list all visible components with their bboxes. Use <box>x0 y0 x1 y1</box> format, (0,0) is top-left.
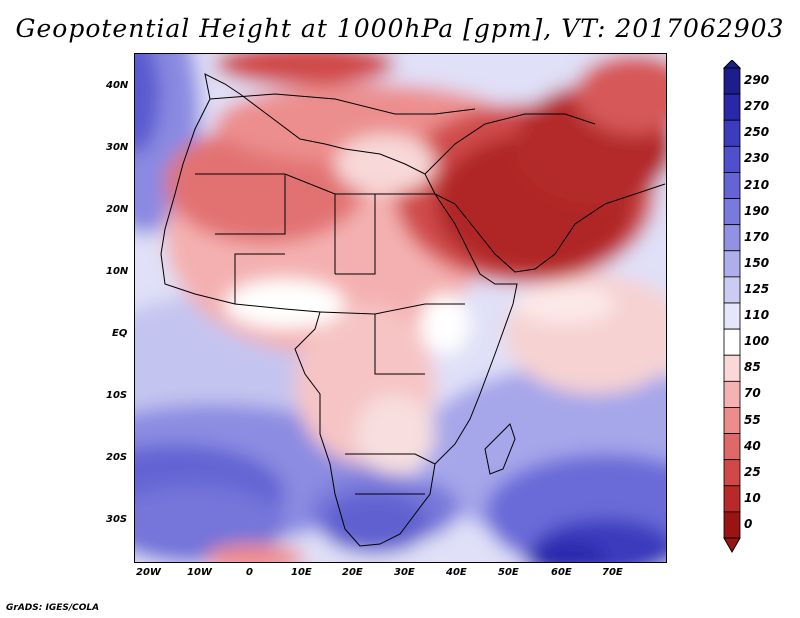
colorbar-swatch <box>723 433 741 461</box>
lat-label: EQ <box>112 328 128 339</box>
colorbar-swatch <box>723 328 741 356</box>
colorbar-swatch <box>723 485 741 513</box>
lon-label: 60E <box>551 567 572 578</box>
lon-label: 20W <box>136 567 161 578</box>
height-field <box>135 54 666 562</box>
lon-label: 30E <box>394 567 415 578</box>
colorbar-swatch <box>723 172 741 199</box>
lat-label: 10N <box>106 266 129 277</box>
colorbar-swatch <box>723 302 741 330</box>
lat-label: 10S <box>106 390 128 401</box>
colorbar-label: 0 <box>744 516 753 531</box>
colorbar-label: 110 <box>744 308 770 323</box>
map-title: Geopotential Height at 1000hPa [gpm], VT… <box>15 14 785 43</box>
lat-label: 20S <box>106 452 128 463</box>
lon-label: 50E <box>498 567 519 578</box>
colorbar-swatch <box>723 145 741 173</box>
colorbar-label: 25 <box>744 464 761 479</box>
coastlines <box>160 73 666 547</box>
colorbar-label: 70 <box>744 386 761 401</box>
colorbar-swatch <box>723 511 741 539</box>
colorbar-graphic <box>722 60 742 554</box>
colorbar-swatch <box>723 407 741 434</box>
colorbar-swatch <box>723 459 741 487</box>
lat-label: 20N <box>106 204 129 215</box>
lat-label: 40N <box>106 80 129 91</box>
lon-label: 70E <box>602 567 623 578</box>
colorbar-bottom-arrow <box>723 537 741 554</box>
map-plot-area <box>134 53 667 563</box>
colorbar-label: 270 <box>744 99 770 114</box>
lat-label: 30S <box>106 514 128 525</box>
colorbar-label: 170 <box>744 229 770 244</box>
colorbar-label: 10 <box>744 490 761 505</box>
colorbar-label: 210 <box>744 177 770 192</box>
colorbar-swatch <box>723 276 741 304</box>
colorbar-label: 290 <box>744 73 770 88</box>
colorbar-label: 230 <box>744 151 770 166</box>
colorbar-swatch <box>723 198 741 226</box>
lon-label: 20E <box>342 567 363 578</box>
footer-credit: GrADS: IGES/COLA <box>6 603 100 613</box>
colorbar-swatch <box>723 67 741 95</box>
colorbar-swatch <box>723 354 741 382</box>
colorbar-top-arrow <box>722 60 742 69</box>
colorbar-label: 55 <box>744 412 761 427</box>
colorbar-swatch <box>723 250 741 278</box>
colorbar-swatch <box>723 224 741 252</box>
colorbar-swatch <box>723 93 741 121</box>
colorbar-label: 85 <box>744 360 761 375</box>
lon-label: 10W <box>187 567 212 578</box>
lon-label: 10E <box>291 567 312 578</box>
colorbar-label: 125 <box>744 281 770 296</box>
colorbar-swatch <box>723 119 741 147</box>
colorbar-label: 40 <box>744 438 761 453</box>
colorbar-label: 190 <box>744 203 770 218</box>
colorbar-swatch <box>723 380 741 408</box>
colorbar-label: 250 <box>744 125 770 140</box>
colorbar-label: 150 <box>744 255 770 270</box>
lat-label: 30N <box>106 142 129 153</box>
colorbar-label: 100 <box>744 334 770 349</box>
lon-label: 0 <box>246 567 253 578</box>
lon-label: 40E <box>446 567 467 578</box>
